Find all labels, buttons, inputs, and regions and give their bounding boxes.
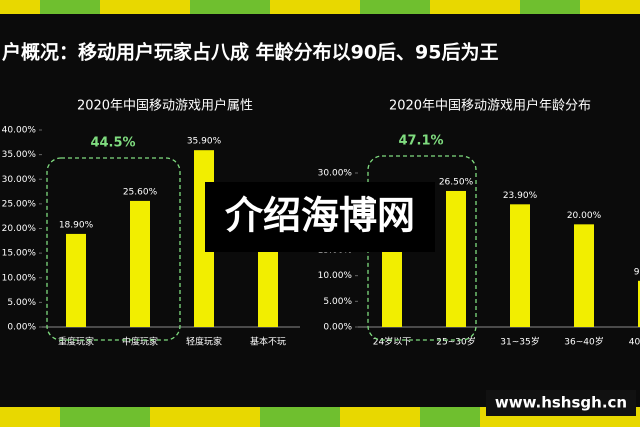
- x-tick-label: 中度玩家: [122, 336, 158, 348]
- y-tick-label: 10.00%: [318, 271, 353, 281]
- x-tick-label: 重度玩家: [58, 336, 94, 348]
- value-label: 23.90%: [503, 191, 538, 201]
- value-label: 25.60%: [123, 187, 158, 197]
- value-label: 26.50%: [439, 177, 474, 187]
- bottom-border: [0, 407, 640, 427]
- x-tick-label: 基本不玩: [250, 336, 286, 348]
- value-label: 9.00%: [634, 267, 640, 277]
- y-tick-label: 0.00%: [323, 323, 352, 333]
- watermark: 介绍海博网: [225, 194, 415, 238]
- y-tick-label: 20.00%: [2, 224, 37, 234]
- x-tick-label: 36~40岁: [564, 336, 603, 348]
- x-tick-label: 31~35岁: [500, 336, 539, 348]
- bar: [510, 204, 530, 327]
- url: www.hshsgh.cn: [495, 394, 627, 412]
- bar: [574, 224, 594, 327]
- y-tick-label: 15.00%: [2, 249, 37, 259]
- bar: [66, 233, 86, 327]
- y-tick-label: 35.00%: [2, 150, 37, 160]
- bar: [638, 280, 640, 327]
- bar: [258, 230, 278, 327]
- x-tick-label: 24岁以下: [373, 336, 411, 348]
- y-tick-label: 5.00%: [7, 298, 36, 308]
- annotation: 44.5%: [90, 136, 135, 151]
- annotation: 47.1%: [398, 134, 443, 149]
- top-border: [0, 0, 640, 14]
- y-tick-label: 30.00%: [2, 175, 37, 185]
- y-tick-label: 40.00%: [2, 126, 37, 136]
- url-box: [486, 390, 636, 416]
- x-tick-label: 轻度玩家: [186, 336, 222, 348]
- value-label: 20.00%: [567, 211, 602, 221]
- chart-title: 2020年中国移动游戏用户年龄分布: [389, 98, 591, 114]
- chart-title: 2020年中国移动游戏用户属性: [77, 98, 253, 114]
- bar: [446, 190, 466, 327]
- y-tick-label: 25.00%: [2, 199, 37, 209]
- y-tick-label: 5.00%: [323, 297, 352, 307]
- watermark-box: [205, 182, 435, 252]
- y-tick-label: 10.00%: [2, 273, 37, 283]
- slide-title: 户概况：移动用户玩家占八成 年龄分布以90后、95后为王: [2, 41, 499, 64]
- value-label: 35.90%: [187, 137, 222, 147]
- annotation-box: [46, 157, 181, 341]
- x-tick-label: 40岁以上: [629, 336, 640, 348]
- bar: [130, 200, 150, 327]
- x-tick-label: 25~30岁: [436, 336, 475, 348]
- y-tick-label: 30.00%: [318, 169, 353, 179]
- value-label: 18.90%: [59, 220, 94, 230]
- y-tick-label: 0.00%: [7, 323, 36, 333]
